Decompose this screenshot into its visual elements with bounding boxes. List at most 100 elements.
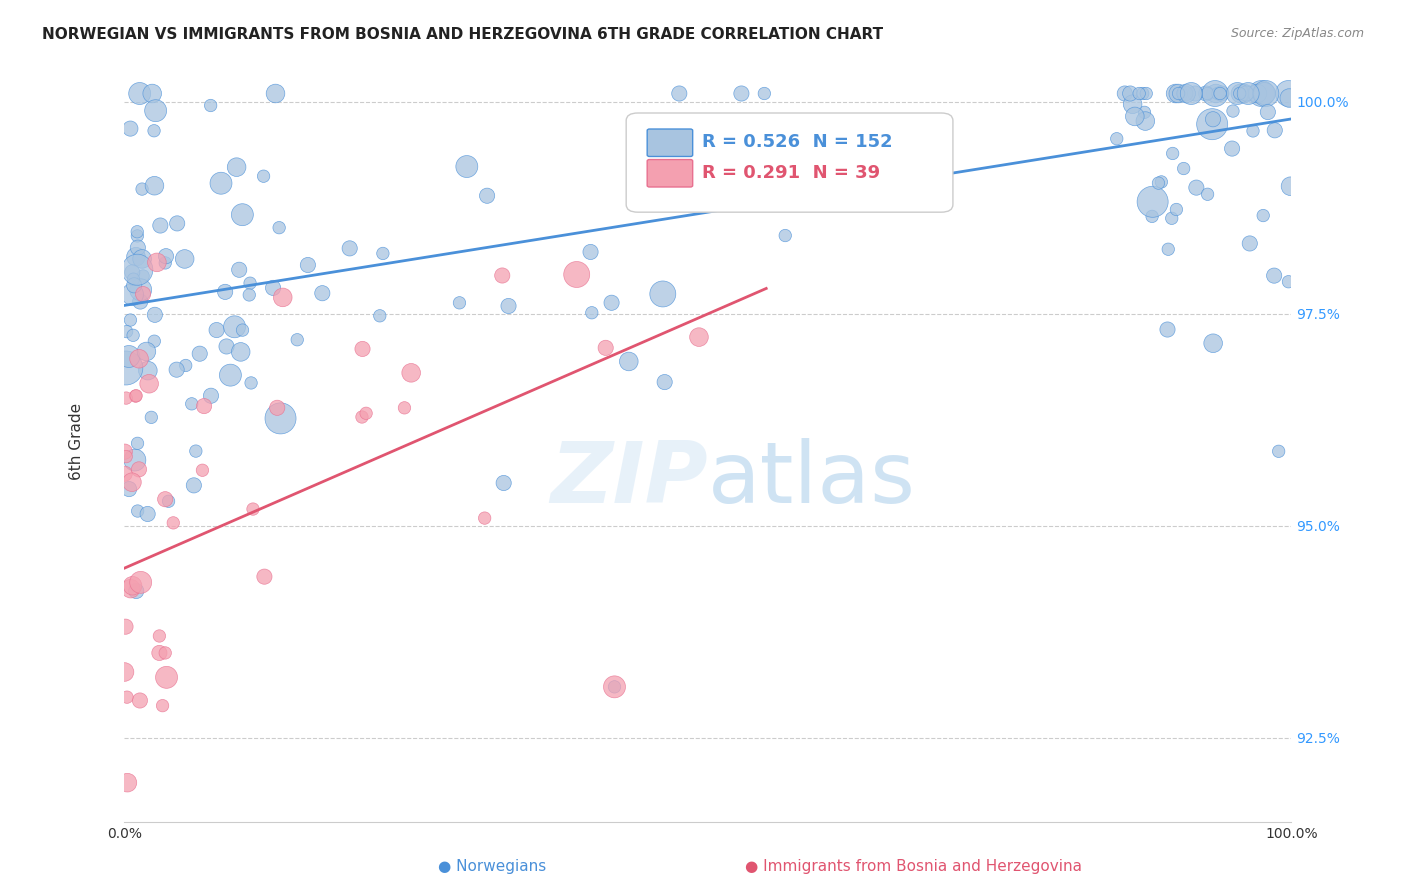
Point — [184, 444, 207, 458]
Point — [121, 265, 143, 279]
Point — [456, 160, 478, 174]
Point — [773, 228, 796, 243]
Point — [183, 478, 205, 492]
Point — [143, 124, 166, 138]
Point — [188, 347, 211, 361]
Point — [135, 344, 157, 359]
Point — [205, 323, 228, 337]
Point — [1175, 87, 1198, 101]
Point — [1167, 87, 1189, 101]
Point — [115, 690, 138, 705]
Point — [492, 475, 515, 490]
Point — [1157, 242, 1180, 256]
Point — [173, 252, 195, 266]
Text: NORWEGIAN VS IMMIGRANTS FROM BOSNIA AND HERZEGOVINA 6TH GRADE CORRELATION CHART: NORWEGIAN VS IMMIGRANTS FROM BOSNIA AND … — [42, 27, 883, 42]
Point — [239, 276, 262, 290]
Point — [1201, 117, 1223, 131]
Point — [1180, 87, 1202, 101]
Point — [129, 693, 152, 707]
Point — [166, 216, 188, 230]
Point — [475, 188, 498, 202]
Point — [127, 262, 149, 277]
Point — [127, 241, 149, 255]
Point — [1123, 110, 1146, 124]
Point — [1184, 87, 1206, 101]
Point — [270, 411, 292, 425]
Point — [114, 467, 136, 481]
Point — [231, 208, 253, 222]
Point — [1206, 87, 1229, 101]
Point — [193, 399, 215, 413]
Point — [129, 294, 152, 309]
Point — [124, 389, 146, 403]
Point — [269, 220, 291, 235]
Point — [1147, 176, 1170, 190]
Point — [1233, 87, 1256, 101]
Point — [1135, 114, 1157, 128]
Point — [399, 366, 422, 380]
Point — [1185, 180, 1208, 194]
Point — [122, 278, 145, 293]
Point — [129, 575, 152, 590]
Point — [143, 178, 166, 193]
Point — [1279, 179, 1302, 194]
Point — [1202, 112, 1225, 127]
Point — [1122, 97, 1144, 112]
Point — [155, 646, 177, 660]
Point — [191, 463, 214, 477]
Point — [125, 584, 148, 599]
Point — [155, 249, 177, 263]
Point — [152, 698, 174, 713]
Point — [200, 98, 222, 112]
Point — [114, 665, 136, 679]
Point — [654, 375, 676, 389]
Point — [1205, 87, 1227, 101]
Point — [242, 502, 264, 516]
Point — [1204, 87, 1226, 101]
Point — [155, 670, 177, 684]
Point — [143, 308, 166, 322]
Point — [1254, 87, 1277, 101]
Point — [120, 313, 142, 327]
Point — [754, 87, 776, 101]
Point — [1226, 87, 1249, 101]
Point — [214, 285, 236, 299]
Point — [1246, 87, 1268, 101]
Point — [149, 219, 172, 233]
Point — [138, 376, 160, 391]
Point — [127, 228, 149, 243]
Point — [1209, 87, 1232, 101]
Point — [253, 569, 276, 583]
Point — [297, 258, 319, 272]
Text: ZIP: ZIP — [550, 438, 707, 521]
Point — [603, 680, 626, 694]
Point — [354, 406, 377, 420]
Point — [1128, 87, 1150, 101]
Text: R = 0.291  N = 39: R = 0.291 N = 39 — [702, 163, 880, 181]
Point — [157, 494, 180, 508]
Point — [238, 288, 260, 302]
Point — [1119, 87, 1142, 101]
Point — [128, 351, 150, 366]
Point — [136, 363, 159, 377]
Point — [1150, 175, 1173, 189]
Point — [668, 87, 690, 101]
Point — [271, 290, 294, 304]
Point — [1237, 87, 1260, 101]
Point — [1222, 103, 1244, 118]
Point — [1161, 146, 1184, 161]
Point — [141, 87, 163, 101]
Point — [311, 286, 333, 301]
Point — [117, 775, 139, 789]
Point — [124, 453, 146, 467]
Point — [368, 309, 391, 323]
Point — [285, 333, 308, 347]
Point — [498, 299, 520, 313]
Point — [128, 462, 150, 476]
Point — [118, 482, 141, 496]
Point — [252, 169, 274, 184]
Point — [1229, 87, 1251, 101]
Point — [688, 330, 710, 344]
Point — [121, 475, 143, 490]
Point — [1239, 236, 1261, 251]
